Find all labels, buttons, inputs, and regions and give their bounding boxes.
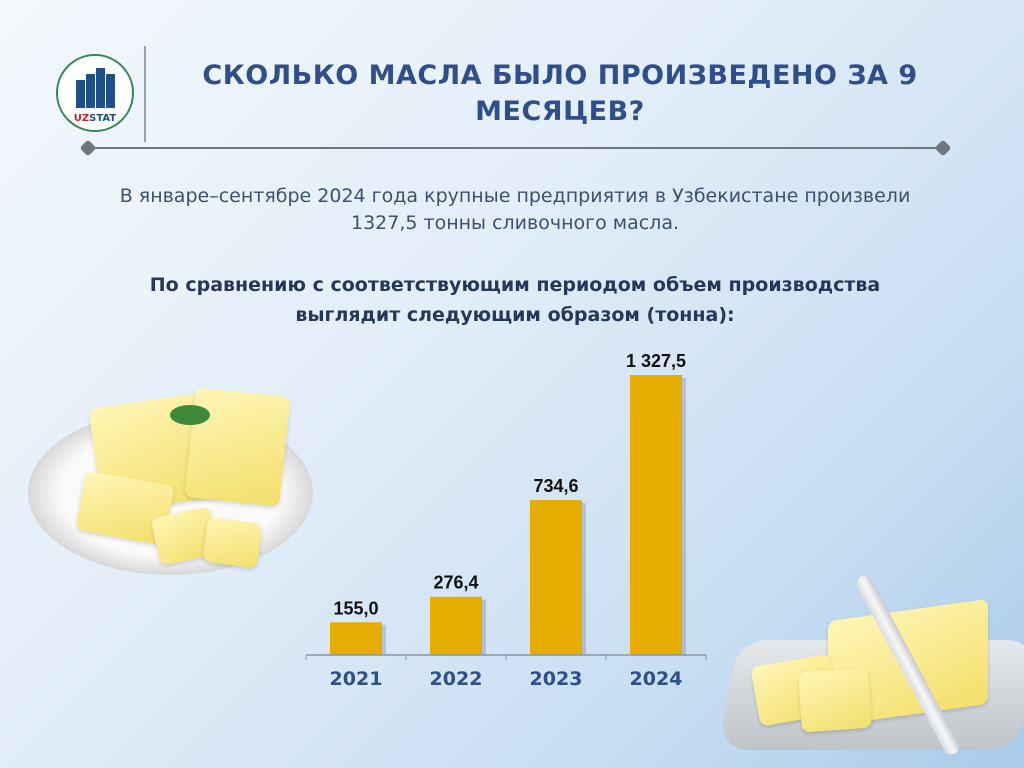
- data-label: 1 327,5: [626, 351, 686, 371]
- data-label: 155,0: [333, 598, 378, 618]
- bar-2021: [330, 622, 382, 655]
- logo-text-stat: STAT: [89, 113, 117, 124]
- header-divider: [144, 46, 146, 142]
- bar-2023: [530, 500, 582, 655]
- bar-2024: [630, 375, 682, 655]
- logo-text-uz: UZ: [73, 113, 90, 124]
- x-tick-label: 2022: [430, 668, 483, 690]
- uzstat-logo: UZSTAT: [56, 54, 134, 132]
- page-title: СКОЛЬКО МАСЛА БЫЛО ПРОИЗВЕДЕНО ЗА 9 МЕСЯ…: [202, 60, 918, 127]
- chart-subtitle: По сравнению с соответствующим периодом …: [149, 274, 881, 326]
- data-label: 734,6: [533, 476, 578, 496]
- lead-text: В январе–сентябре 2024 года крупные пред…: [119, 185, 911, 234]
- data-label: 276,4: [433, 573, 478, 593]
- x-tick-label: 2023: [530, 668, 583, 690]
- bar-2022: [430, 596, 482, 655]
- x-tick-label: 2021: [330, 668, 383, 690]
- title-rule: [88, 147, 943, 149]
- x-tick-label: 2024: [630, 668, 683, 690]
